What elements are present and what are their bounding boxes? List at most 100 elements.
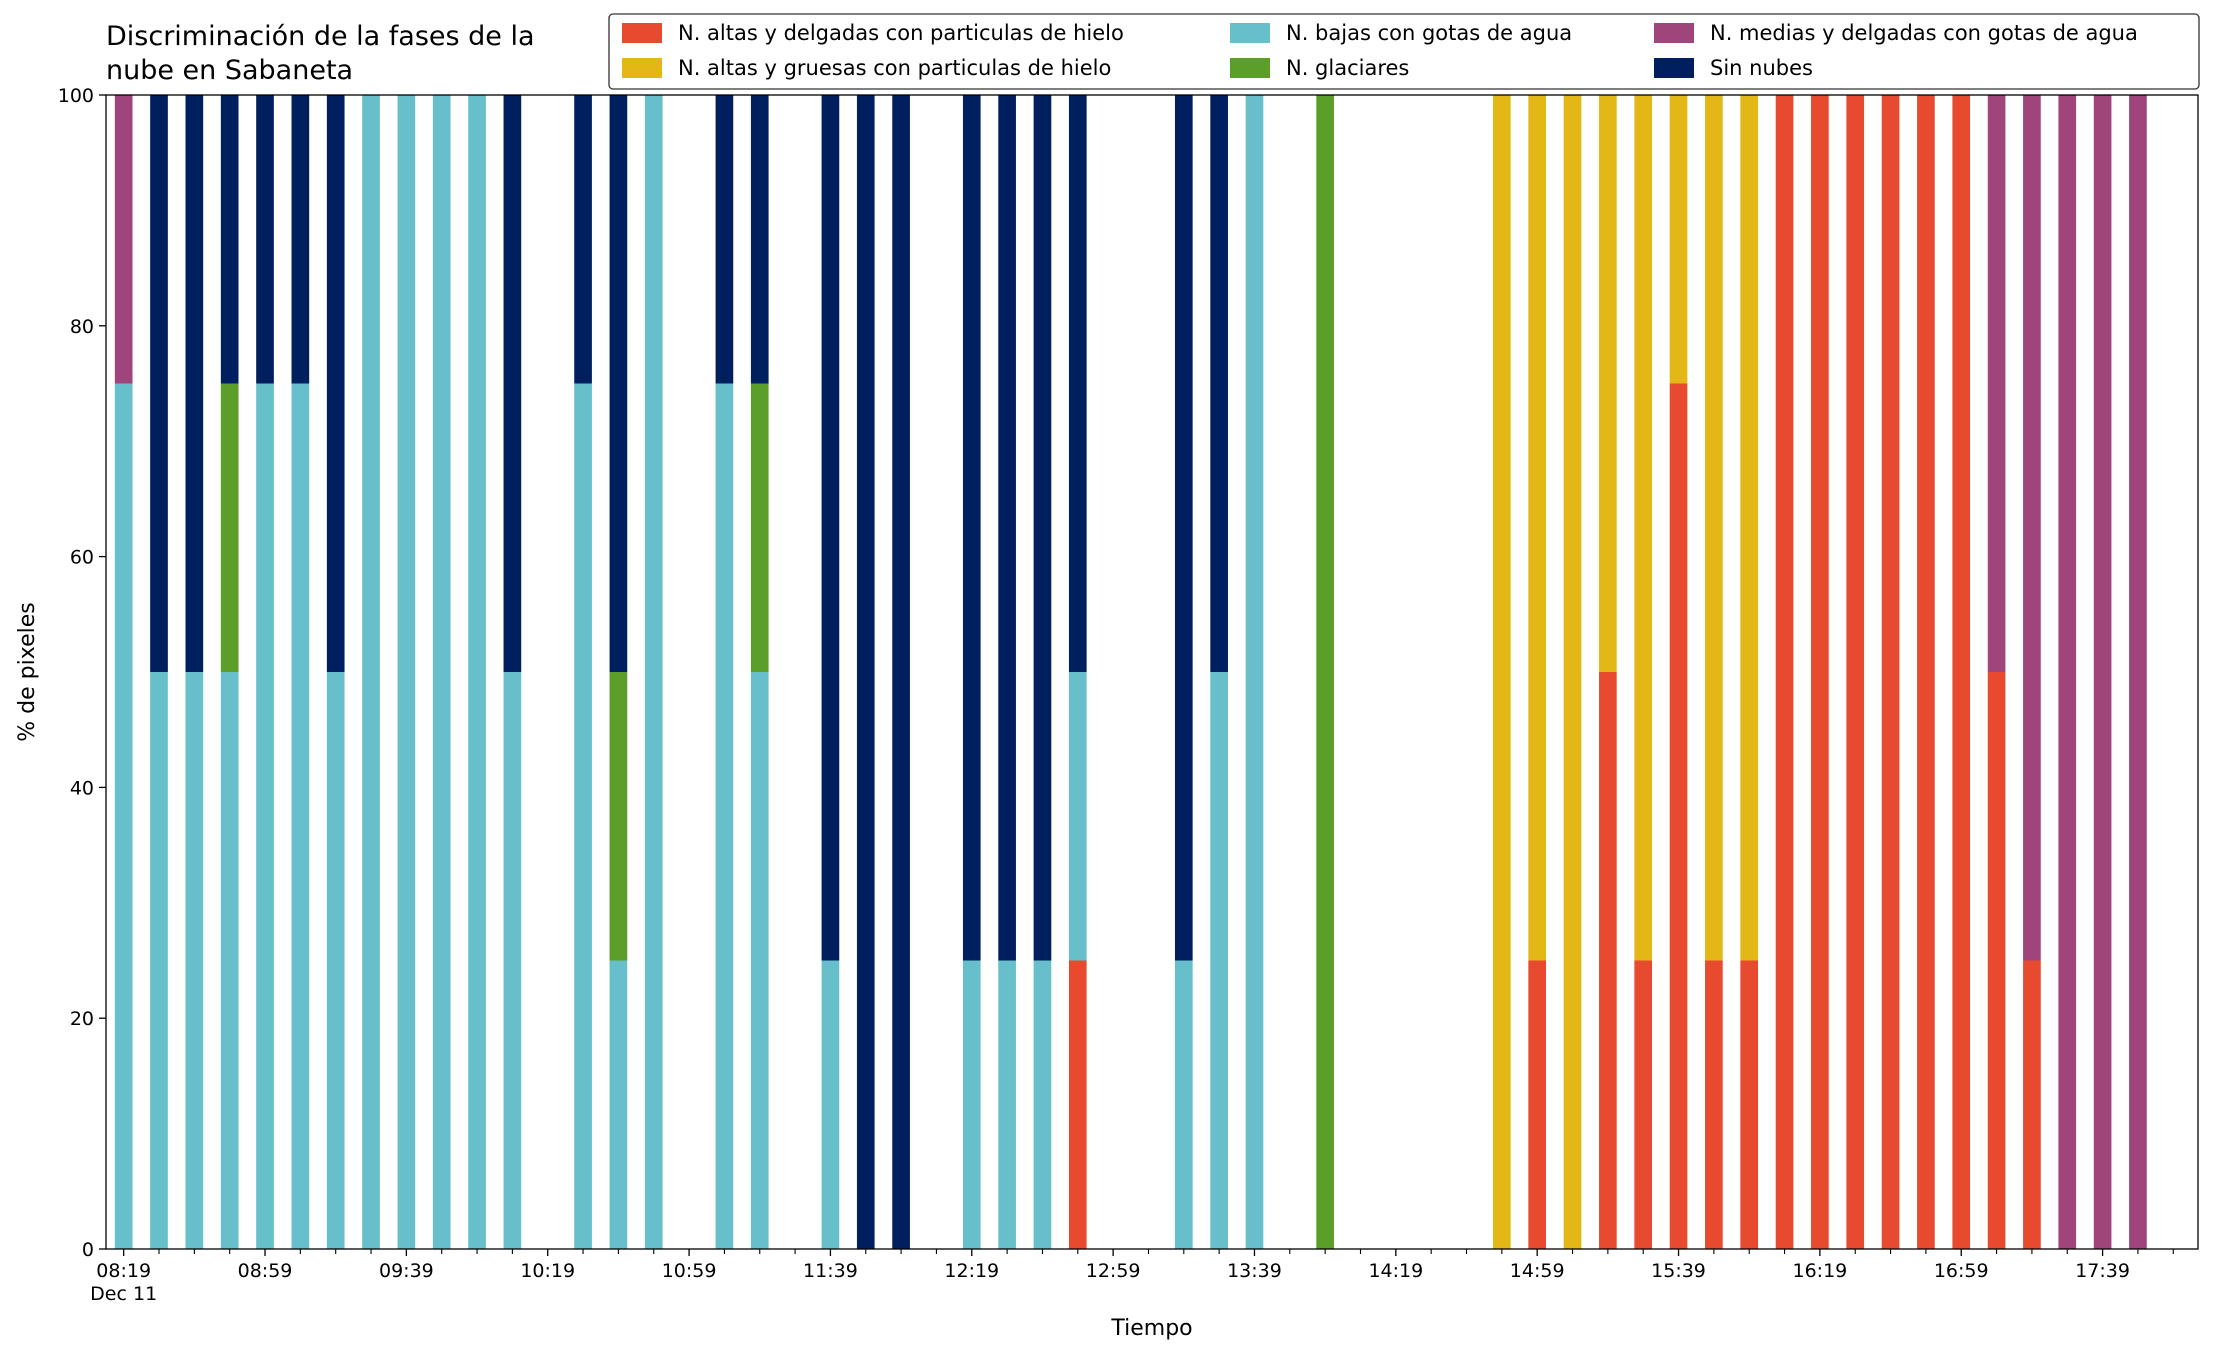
bar-segment bbox=[1846, 95, 1865, 1249]
bar-segment bbox=[1033, 95, 1052, 961]
x-tick-label: 10:19 bbox=[520, 1260, 575, 1282]
y-axis-label: % de pixeles bbox=[15, 602, 40, 741]
bar-segment bbox=[715, 383, 734, 1249]
bar-segment bbox=[1634, 960, 1653, 1249]
bar-segment bbox=[609, 960, 628, 1249]
bar-segment bbox=[1210, 95, 1228, 672]
bar-segment bbox=[1669, 383, 1688, 1249]
bar-segment bbox=[256, 383, 274, 1249]
legend-label: N. glaciares bbox=[1286, 56, 1409, 80]
bar-segment bbox=[2023, 960, 2041, 1249]
x-tick-label: 16:19 bbox=[1793, 1260, 1848, 1282]
x-tick-label: 10:59 bbox=[662, 1260, 717, 1282]
bar-segment bbox=[1634, 95, 1653, 961]
x-date-label: Dec 11 bbox=[90, 1283, 157, 1305]
bar-segment bbox=[2058, 95, 2077, 1249]
bar-segment bbox=[750, 383, 769, 672]
bar-segment bbox=[998, 95, 1016, 961]
legend-label: N. altas y delgadas con particulas de hi… bbox=[678, 21, 1124, 45]
legend-swatch bbox=[1654, 58, 1694, 78]
bar-segment bbox=[574, 95, 592, 384]
bar-segment bbox=[2093, 95, 2112, 1249]
bar-segment bbox=[1987, 672, 2006, 1249]
bar-segment bbox=[574, 383, 592, 1249]
bar-segment bbox=[1599, 672, 1617, 1249]
bar-segment bbox=[962, 960, 981, 1249]
bar-segment bbox=[962, 95, 981, 961]
x-tick-label: 13:39 bbox=[1227, 1260, 1282, 1282]
x-tick-label: 11:39 bbox=[803, 1260, 858, 1282]
x-tick-label: 08:59 bbox=[238, 1260, 293, 1282]
bar-segment bbox=[1493, 95, 1511, 1249]
legend-label: N. altas y gruesas con particulas de hie… bbox=[678, 56, 1111, 80]
bar-segment bbox=[326, 672, 345, 1249]
bar-segment bbox=[2129, 95, 2147, 1249]
legend-label: Sin nubes bbox=[1710, 56, 1813, 80]
bar-segment bbox=[750, 672, 769, 1249]
bar-segment bbox=[998, 960, 1016, 1249]
x-tick-label: 14:19 bbox=[1368, 1260, 1423, 1282]
bar-segment bbox=[1068, 960, 1087, 1249]
bar-segment bbox=[1740, 95, 1759, 961]
bar-segment bbox=[609, 672, 628, 961]
bar-segment bbox=[1068, 672, 1087, 961]
bar-segment bbox=[856, 95, 875, 1249]
bar-segment bbox=[1669, 95, 1688, 384]
y-tick-label: 0 bbox=[82, 1239, 94, 1261]
legend-swatch bbox=[622, 58, 662, 78]
bar-segment bbox=[1987, 95, 2006, 672]
bar-segment bbox=[220, 95, 239, 384]
bar-segment bbox=[503, 95, 522, 672]
bar-segment bbox=[114, 95, 133, 384]
y-tick-label: 60 bbox=[70, 547, 94, 569]
bar-segment bbox=[220, 383, 239, 672]
bar-segment bbox=[892, 95, 910, 1249]
x-tick-label: 16:59 bbox=[1934, 1260, 1989, 1282]
legend-label: N. medias y delgadas con gotas de agua bbox=[1710, 21, 2138, 45]
x-axis-label: Tiempo bbox=[1110, 1316, 1192, 1341]
legend-swatch bbox=[1230, 58, 1270, 78]
x-tick-label: 15:39 bbox=[1651, 1260, 1706, 1282]
bar-segment bbox=[1033, 960, 1052, 1249]
bar-segment bbox=[150, 95, 168, 672]
bar-segment bbox=[150, 672, 168, 1249]
bar-segment bbox=[1705, 960, 1723, 1249]
bar-segment bbox=[397, 95, 416, 1249]
legend-swatch bbox=[622, 23, 662, 43]
x-tick-label: 12:59 bbox=[1086, 1260, 1141, 1282]
x-tick-label: 14:59 bbox=[1510, 1260, 1565, 1282]
bar-segment bbox=[2023, 95, 2041, 961]
bar-segment bbox=[1068, 95, 1087, 672]
bar-segment bbox=[1528, 95, 1547, 961]
bar-segment bbox=[185, 95, 204, 672]
x-tick-label: 12:19 bbox=[944, 1260, 999, 1282]
bar-segment bbox=[1316, 95, 1334, 1249]
y-tick-label: 100 bbox=[58, 85, 94, 107]
bar-segment bbox=[644, 95, 663, 1249]
y-tick-label: 40 bbox=[70, 777, 94, 799]
bar-segment bbox=[1174, 960, 1193, 1249]
bar-segment bbox=[1563, 95, 1582, 1249]
bar-segment bbox=[1210, 672, 1228, 1249]
legend-box bbox=[608, 13, 2200, 90]
bar-segment bbox=[1705, 95, 1723, 961]
bar-segment bbox=[1528, 960, 1547, 1249]
bar-segment bbox=[821, 95, 840, 961]
bar-segment bbox=[1245, 95, 1264, 1249]
bar-segment bbox=[468, 95, 486, 1249]
bar-segment bbox=[291, 383, 310, 1249]
bar-segment bbox=[1952, 95, 1971, 1249]
bar-segment bbox=[1881, 95, 1900, 1249]
bar-segment bbox=[291, 95, 310, 384]
chart-title: Discriminación de la fases de la nube en… bbox=[106, 21, 535, 86]
bar-segment bbox=[256, 95, 274, 384]
x-tick-label: 08:19 bbox=[96, 1260, 151, 1282]
x-tick-label: 17:39 bbox=[2075, 1260, 2130, 1282]
bar-segment bbox=[220, 672, 239, 1249]
bar-segment bbox=[1917, 95, 1935, 1249]
bar-segment bbox=[1775, 95, 1794, 1249]
plot-frame bbox=[105, 94, 2199, 1250]
legend-swatch bbox=[1230, 23, 1270, 43]
